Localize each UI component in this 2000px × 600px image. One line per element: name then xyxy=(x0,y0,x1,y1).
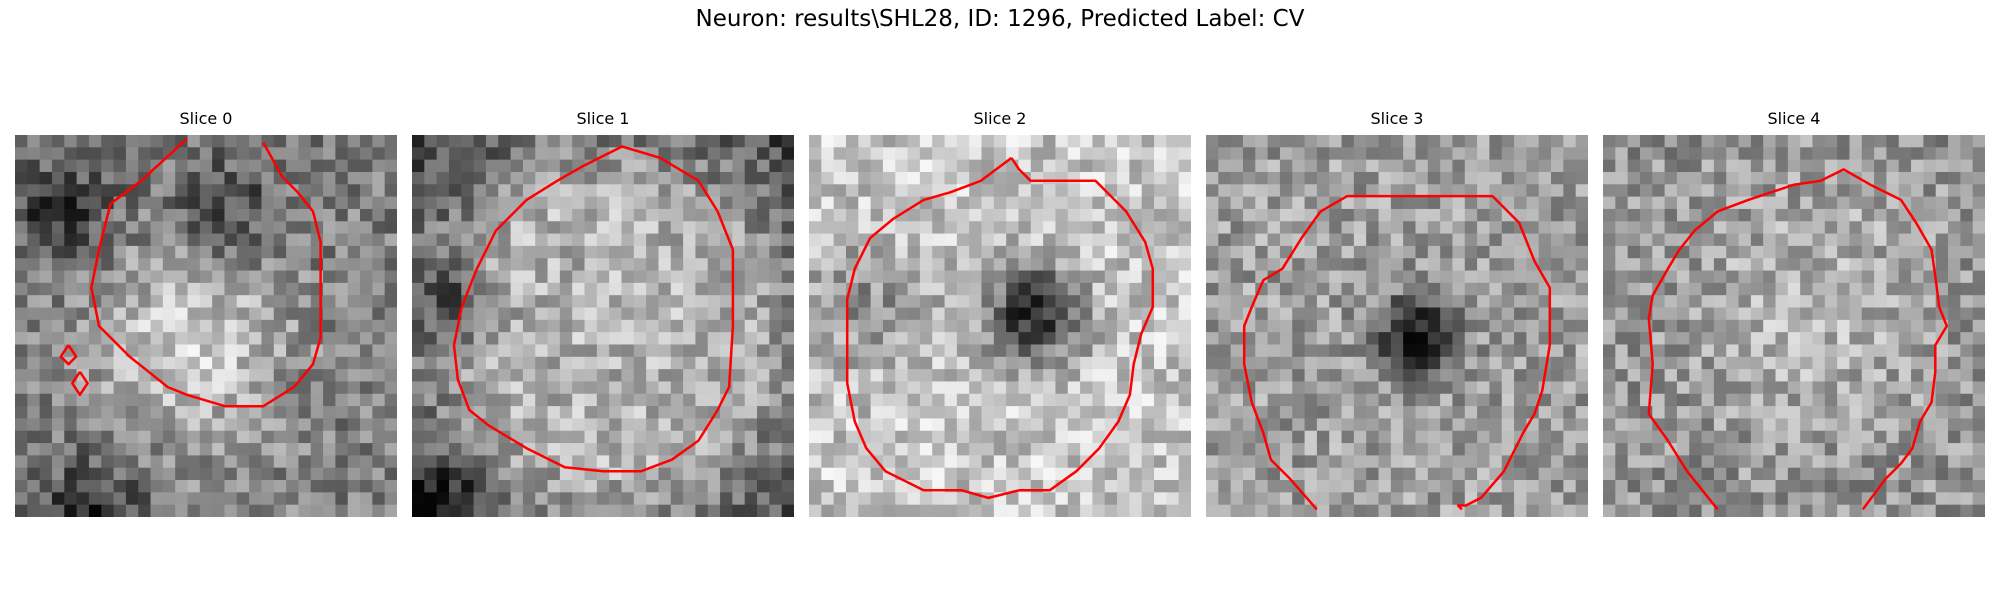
segmentation-contour xyxy=(452,145,735,473)
segmentation-contour xyxy=(1666,439,1719,511)
slice-title: Slice 4 xyxy=(1767,109,1821,128)
figure-title: Neuron: results\SHL28, ID: 1296, Predict… xyxy=(695,6,1305,32)
slice-image xyxy=(809,135,1191,517)
segmentation-contour xyxy=(71,371,89,397)
slice-panel-3: Slice 3 xyxy=(1206,108,1588,517)
slice-canvas xyxy=(1603,135,1985,517)
slice-image xyxy=(1206,135,1588,517)
segmentation-contour xyxy=(845,156,1155,500)
slice-canvas xyxy=(809,135,1191,517)
slice-title: Slice 3 xyxy=(1370,109,1424,128)
slice-canvas xyxy=(1206,135,1588,517)
segmentation-contour xyxy=(1242,194,1552,511)
slice-panel-1: Slice 1 xyxy=(412,108,794,517)
slice-canvas xyxy=(412,135,794,517)
slice-image xyxy=(412,135,794,517)
segmentation-contour xyxy=(1647,168,1949,511)
slice-image xyxy=(1603,135,1985,517)
slice-canvas xyxy=(15,135,397,517)
segmentation-contour xyxy=(59,344,78,366)
slice-panel-2: Slice 2 xyxy=(809,108,1191,517)
slice-title: Slice 0 xyxy=(179,109,233,128)
slice-panel-4: Slice 4 xyxy=(1603,108,1985,517)
slice-title: Slice 1 xyxy=(576,109,630,128)
segmentation-contour xyxy=(90,137,322,408)
slice-panel-0: Slice 0 xyxy=(15,108,397,517)
slice-image xyxy=(15,135,397,517)
slice-title: Slice 2 xyxy=(973,109,1027,128)
